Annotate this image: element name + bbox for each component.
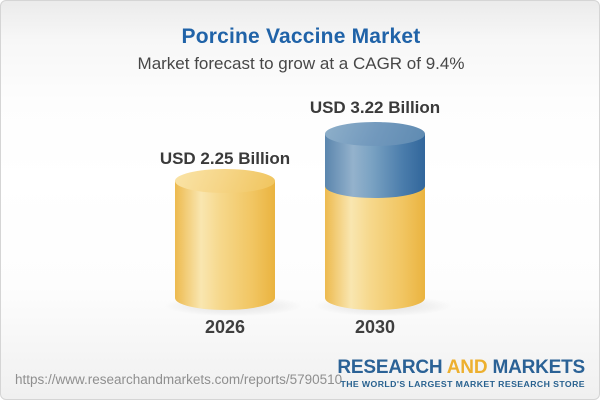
logo-word-research: RESEARCH: [337, 357, 443, 378]
bar-2026-value-label: USD 2.25 Billion: [159, 149, 291, 168]
x-label-2030: 2030: [354, 317, 396, 337]
logo-tagline: THE WORLD'S LARGEST MARKET RESEARCH STOR…: [340, 379, 585, 389]
bar-2026-cylinder-body: [175, 181, 275, 310]
research-and-markets-logo: RESEARCH AND MARKETS THE WORLD'S LARGEST…: [337, 358, 585, 389]
bar-2030-cylinder-cap: [325, 122, 425, 146]
logo-wordmark: RESEARCH AND MARKETS: [337, 358, 585, 377]
report-url-text: https://www.researchandmarkets.com/repor…: [15, 372, 343, 387]
bar-2030-value-label: USD 3.22 Billion: [309, 98, 441, 117]
page-subtitle: Market forecast to grow at a CAGR of 9.4…: [137, 54, 465, 73]
bar-2030-base-segment: [325, 186, 425, 310]
logo-word-markets: MARKETS: [492, 357, 585, 378]
x-label-2026: 2026: [204, 317, 246, 337]
page-title: Porcine Vaccine Market: [181, 25, 421, 48]
bar-2026-cylinder-cap: [175, 169, 275, 193]
logo-word-and: AND: [446, 357, 488, 378]
